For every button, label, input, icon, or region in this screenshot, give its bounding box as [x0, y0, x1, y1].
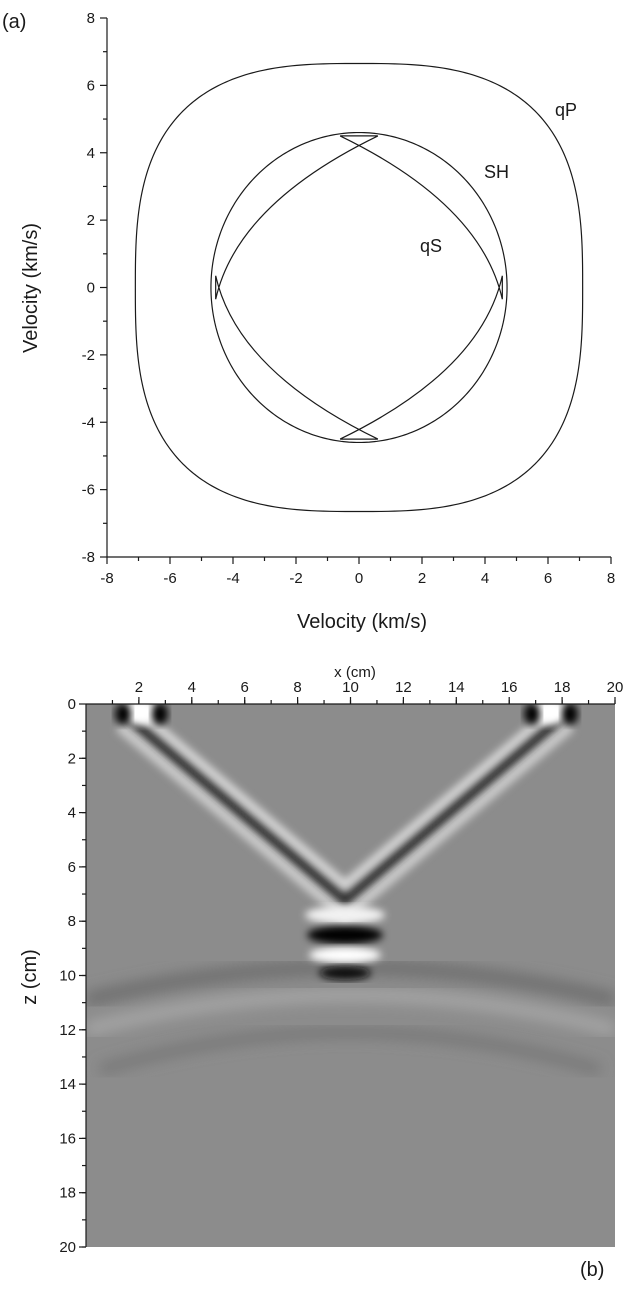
panel-b-x-tick-label: 16: [501, 679, 518, 696]
panel-a-x-ticks: -8 -6 -4 -2 0 2 4 6 8: [100, 557, 615, 587]
qs-label: qS: [420, 236, 442, 256]
source-left-dark-1: [115, 704, 131, 725]
apex-light-mid: [309, 947, 381, 963]
panel-a-y-tick-label: 6: [87, 77, 95, 94]
qs-curve: [215, 135, 503, 440]
source-left-dark-2: [152, 704, 168, 725]
panel-b-x-tick-label: 14: [448, 679, 465, 696]
source-right-dark-2: [562, 704, 578, 725]
v-front-light-inner: [133, 705, 557, 891]
panel-b-y-tick-label: 16: [59, 1130, 76, 1147]
qp-label: qP: [555, 100, 577, 120]
panel-b-y-tick-label: 2: [68, 750, 76, 767]
panel-b-y-ticks: 0 2 4 6 8 10 12 14 16 18 20: [59, 696, 86, 1256]
panel-b-y-tick-label: 10: [59, 968, 76, 985]
panel-a-x-tick-label: -4: [226, 570, 239, 587]
apex-dark-2: [319, 966, 371, 980]
panel-b-y-tick-label: 0: [68, 696, 76, 713]
qp-curve: [134, 62, 584, 513]
panel-b-y-tick-label: 14: [59, 1076, 76, 1093]
v-front-dark: [125, 713, 565, 906]
panel-a-x-tick-label: 8: [607, 570, 615, 587]
panel-b-y-tick-label: 18: [59, 1185, 76, 1202]
panel-a-x-tick-label: -6: [163, 570, 176, 587]
panel-a-y-tick-label: 2: [87, 212, 95, 229]
panel-b-x-tick-label: 8: [293, 679, 301, 696]
panel-b-y-tick-label: 4: [68, 805, 76, 822]
panel-b-tag: (b): [580, 1259, 604, 1281]
source-right-dark-1: [524, 704, 540, 725]
panel-a-x-tick-label: 6: [544, 570, 552, 587]
panel-a-y-tick-label: 4: [87, 145, 95, 162]
panel-a-x-tick-label: -8: [100, 570, 113, 587]
panel-a: (a) -8 -6 -4 -2 0 2 4 6 8 -8 -6 -4 -2 0 2 4 6 8 qP SH qS…: [2, 10, 615, 633]
panel-b-x-tick-label: 6: [241, 679, 249, 696]
panel-b-y-tick-label: 6: [68, 859, 76, 876]
panel-a-x-tick-label: 0: [355, 570, 363, 587]
panel-a-y-tick-label: -8: [82, 549, 95, 566]
panel-a-x-tick-label: 4: [481, 570, 489, 587]
panel-b: 2 4 6 8 10 12 14 16 18 20 0 2 4 6 8 10 12 14 16 18 20 x (cm…: [19, 664, 623, 1281]
panel-a-y-tick-label: 8: [87, 10, 95, 27]
deep-arc-dark-2: [98, 1027, 602, 1075]
source-right-white: [532, 704, 568, 725]
panel-a-tag: (a): [2, 11, 26, 33]
panel-a-y-tick-label: -6: [82, 482, 95, 499]
panel-b-x-tick-label: 18: [554, 679, 571, 696]
panel-b-x-tick-label: 4: [188, 679, 196, 696]
apex-light-top: [305, 906, 385, 924]
panel-a-y-tick-label: 0: [87, 280, 95, 297]
panel-a-y-tick-label: -2: [82, 347, 95, 364]
panel-b-x-tick-label: 20: [607, 679, 624, 696]
panel-b-x-axis-title: x (cm): [334, 664, 376, 681]
panel-a-x-tick-label: 2: [418, 570, 426, 587]
panel-a-y-tick-label: -4: [82, 414, 95, 431]
panel-b-x-tick-label: 12: [395, 679, 412, 696]
deep-arc-light: [86, 989, 615, 1036]
panel-b-y-tick-label: 20: [59, 1239, 76, 1256]
sh-curve: [210, 131, 508, 444]
sh-label: SH: [484, 162, 509, 182]
wavefield-image: [86, 704, 615, 1247]
panel-a-x-tick-label: -2: [289, 570, 302, 587]
panel-b-x-ticks: 2 4 6 8 10 12 14 16 18 20: [111, 679, 624, 704]
panel-b-y-tick-label: 8: [68, 913, 76, 930]
panel-b-x-tick-label: 2: [135, 679, 143, 696]
panel-a-y-ticks: -8 -6 -4 -2 0 2 4 6 8: [82, 10, 107, 566]
panel-a-y-axis-title: Velocity (km/s): [20, 223, 42, 353]
source-left-white: [122, 704, 158, 725]
panel-b-y-axis-title: z (cm): [19, 949, 41, 1005]
apex-dark-1: [307, 926, 383, 944]
panel-a-x-axis-title: Velocity (km/s): [297, 611, 427, 633]
panel-b-x-tick-label: 10: [342, 679, 359, 696]
panel-b-y-tick-label: 12: [59, 1022, 76, 1039]
